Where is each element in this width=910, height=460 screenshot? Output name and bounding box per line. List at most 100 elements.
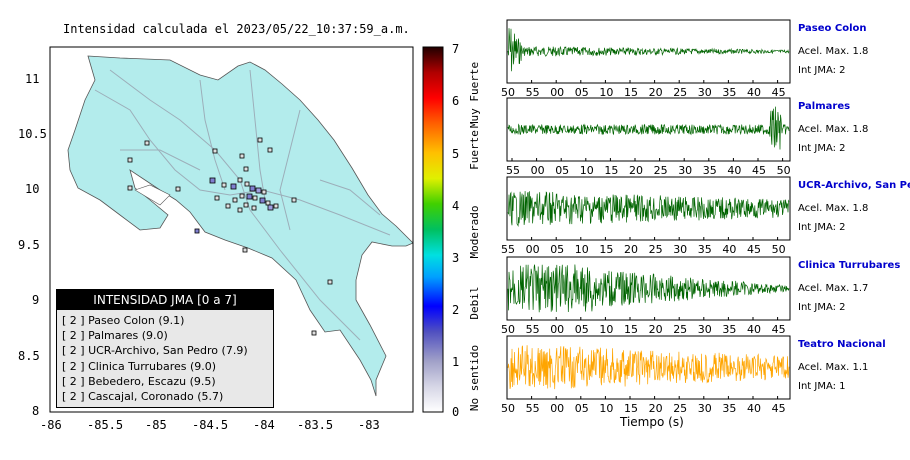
time-tick: 05 — [574, 323, 589, 336]
y-tick: 9 — [32, 293, 40, 307]
time-tick: 05 — [550, 243, 565, 256]
colorbar — [422, 46, 444, 413]
time-tick: 55 — [506, 164, 520, 177]
time-tick: 40 — [747, 402, 761, 415]
time-tick: 05 — [555, 164, 570, 177]
station-acceleration: Acel. Max. 1.8 — [798, 46, 869, 57]
y-tick: 10 — [25, 182, 40, 196]
station-acceleration: Acel. Max. 1.1 — [798, 362, 869, 373]
time-tick: 45 — [771, 402, 786, 415]
time-tick: 30 — [678, 164, 693, 177]
legend-row: [ 2 ] Bebedero, Escazu (9.5) — [62, 374, 216, 388]
time-tick: 45 — [771, 86, 786, 99]
station-intensity: Int JMA: 2 — [798, 65, 846, 76]
time-tick: 40 — [747, 86, 761, 99]
legend-row: [ 2 ] UCR-Archivo, San Pedro (7.9) — [62, 344, 248, 358]
cbar-tick: 5 — [452, 147, 460, 161]
time-tick: 05 — [574, 402, 589, 415]
time-tick: 35 — [702, 164, 717, 177]
time-tick: 55 — [525, 86, 540, 99]
time-tick: 05 — [574, 86, 589, 99]
intensity-legend: INTENSIDAD JMA [0 a 7] [ 2 ] Paseo Colon… — [56, 289, 274, 408]
x-tick: -84.5 — [192, 418, 229, 432]
waveform-trace — [507, 345, 790, 390]
time-tick: 45 — [752, 164, 766, 177]
time-tick: 45 — [747, 243, 761, 256]
time-tick: 20 — [648, 323, 663, 336]
cbar-tick: 7 — [452, 42, 460, 56]
time-tick: 10 — [579, 164, 594, 177]
station-markers — [127, 137, 333, 336]
time-tick: 35 — [722, 86, 737, 99]
time-tick: 10 — [599, 323, 614, 336]
time-axis-label: Tiempo (s) — [620, 415, 684, 429]
station-name: UCR-Archivo, San Pedro — [798, 180, 910, 191]
time-tick: 00 — [550, 402, 565, 415]
time-tick: 50 — [771, 243, 786, 256]
time-tick: 55 — [525, 402, 540, 415]
station-name: Palmares — [798, 101, 851, 112]
time-tick: 45 — [771, 323, 786, 336]
time-tick: 30 — [697, 323, 712, 336]
y-tick: 9.5 — [18, 238, 40, 252]
y-tick: 8 — [32, 404, 40, 418]
time-tick: 50 — [776, 164, 791, 177]
time-tick: 00 — [530, 164, 545, 177]
x-tick: -85.5 — [87, 418, 124, 432]
time-tick: 30 — [673, 243, 688, 256]
cbar-tick: 1 — [452, 355, 460, 369]
cbar-tick: 6 — [452, 94, 460, 108]
map-title: Intensidad calculada el 2023/05/22_10:37… — [63, 22, 410, 36]
time-tick: 40 — [747, 323, 761, 336]
time-tick: 00 — [550, 323, 565, 336]
y-tick: 11 — [25, 72, 40, 86]
time-tick: 30 — [697, 86, 712, 99]
cbar-tick: 4 — [452, 199, 460, 213]
waveform-trace — [507, 106, 790, 150]
time-tick: 10 — [574, 243, 589, 256]
time-tick: 10 — [599, 86, 614, 99]
station-name: Teatro Nacional — [798, 339, 886, 350]
time-tick: 40 — [722, 243, 737, 256]
x-tick: -85 — [145, 418, 167, 432]
time-tick: 15 — [624, 402, 638, 415]
legend-row: [ 2 ] Clinica Turrubares (9.0) — [62, 359, 217, 373]
y-tick: 8.5 — [18, 349, 40, 363]
station-acceleration: Acel. Max. 1.8 — [798, 203, 869, 214]
station-intensity: Int JMA: 2 — [798, 302, 846, 313]
time-tick: 40 — [727, 164, 742, 177]
legend-row: [ 2 ] Paseo Colon (9.1) — [62, 314, 185, 327]
x-tick: -86 — [40, 418, 62, 432]
time-tick: 55 — [525, 323, 540, 336]
time-tick: 15 — [624, 323, 638, 336]
seismogram-frame — [506, 335, 791, 400]
legend-row: [ 2 ] Palmares (9.0) — [62, 329, 168, 343]
station-acceleration: Acel. Max. 1.8 — [798, 124, 869, 135]
time-tick: 00 — [550, 86, 565, 99]
time-tick: 35 — [697, 243, 712, 256]
time-tick: 25 — [673, 323, 688, 336]
time-tick: 15 — [624, 86, 638, 99]
station-name: Paseo Colon — [798, 23, 867, 34]
y-tick: 10.5 — [18, 127, 47, 141]
waveform-trace — [507, 191, 790, 228]
waveform-trace — [507, 28, 790, 72]
time-tick: 15 — [604, 164, 619, 177]
time-tick: 35 — [722, 402, 737, 415]
waveform-trace — [507, 264, 790, 313]
time-tick: 20 — [648, 402, 663, 415]
station-intensity: Int JMA: 1 — [798, 381, 846, 392]
cbar-tick: 2 — [452, 303, 460, 317]
time-tick: 25 — [648, 243, 663, 256]
time-tick: 55 — [501, 243, 515, 256]
time-tick: 50 — [501, 402, 515, 415]
station-name: Clinica Turrubares — [798, 260, 901, 271]
time-tick: 30 — [697, 402, 712, 415]
legend-row: [ 2 ] Cascajal, Coronado (5.7) — [62, 389, 224, 403]
x-tick: -83.5 — [297, 418, 334, 432]
time-tick: 15 — [599, 243, 614, 256]
time-tick: 25 — [673, 86, 688, 99]
time-tick: 25 — [653, 164, 668, 177]
time-tick: 20 — [648, 86, 663, 99]
